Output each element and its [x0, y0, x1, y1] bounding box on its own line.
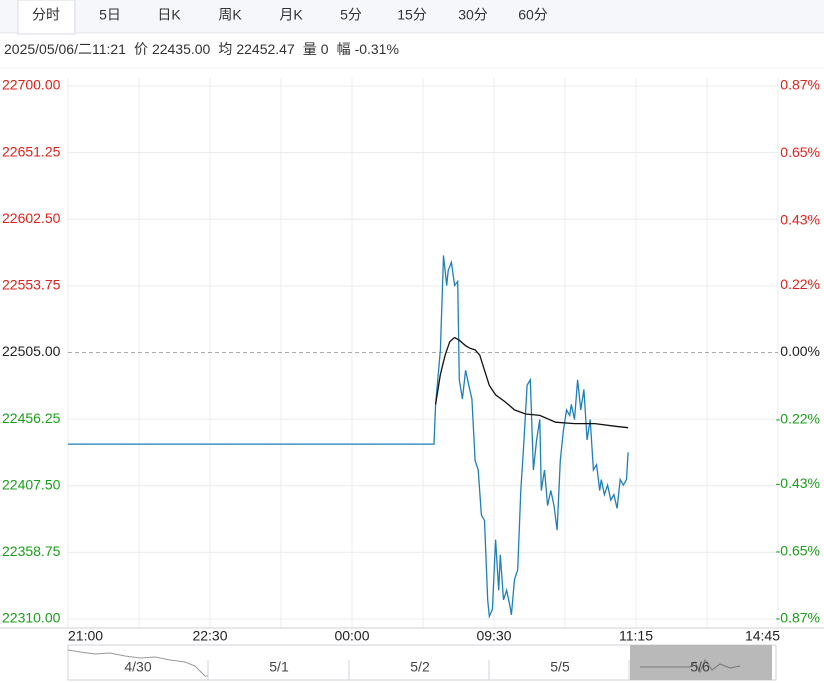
y-tick-label: 22553.75 — [2, 277, 61, 293]
info-line: 2025/05/06/二11:21 价 22435.00 均 22452.47 量 0 幅 -0… — [4, 41, 399, 57]
y-tick-label: 22358.75 — [2, 543, 61, 559]
navigator-label: 4/30 — [124, 659, 151, 675]
info-avg: 22452.47 — [236, 41, 295, 57]
y2-tick-label: -0.43% — [776, 475, 820, 491]
navigator-label: 5/2 — [410, 659, 430, 675]
x-tick-label: 00:00 — [334, 628, 369, 644]
info-volume: 0 — [321, 41, 329, 57]
x-tick-label: 09:30 — [476, 628, 511, 644]
series-line — [434, 336, 629, 429]
y-tick-label: 22651.25 — [2, 143, 61, 159]
navigator-sparkline — [67, 649, 208, 677]
y-tick-label: 22310.00 — [2, 610, 61, 626]
x-tick-label: 21:00 — [68, 628, 103, 644]
y-tick-label: 22700.00 — [2, 77, 61, 93]
series-line — [68, 255, 629, 619]
x-tick-label: 22:30 — [192, 628, 227, 644]
info-avg-label: 均 — [218, 41, 232, 57]
tab[interactable]: 60分 — [518, 7, 548, 23]
tab[interactable]: 分时 — [32, 7, 60, 23]
info-time: 2025/05/06/二11:21 — [4, 41, 126, 57]
info-price: 22435.00 — [152, 41, 211, 57]
y2-tick-label: 0.87% — [780, 77, 820, 93]
tab[interactable]: 5分 — [340, 7, 362, 23]
tab[interactable]: 30分 — [458, 7, 488, 23]
info-change-label: 幅 — [337, 41, 351, 57]
y-tick-label: 22456.25 — [2, 410, 61, 426]
y2-tick-label: -0.22% — [776, 411, 820, 427]
info-volume-label: 量 — [303, 41, 317, 57]
y2-tick-label: -0.65% — [776, 542, 820, 558]
tab[interactable]: 15分 — [397, 7, 427, 23]
navigator-sparkline — [640, 658, 741, 674]
navigator-label: 5/5 — [550, 659, 570, 675]
info-price-label: 价 — [134, 41, 148, 57]
navigator-window — [630, 645, 772, 680]
y-tick-label: 22407.50 — [2, 476, 61, 492]
x-tick-label: 14:45 — [745, 628, 780, 644]
y-tick-label: 22602.50 — [2, 210, 61, 226]
tab[interactable]: 日K — [157, 7, 181, 23]
info-change: -0.31% — [355, 41, 399, 57]
tab-bar — [0, 0, 824, 33]
tab[interactable]: 月K — [279, 7, 303, 23]
y2-tick-label: 0.00% — [780, 343, 820, 359]
tab-selected — [17, 0, 76, 35]
y2-tick-label: 0.43% — [780, 211, 820, 227]
y2-tick-label: 0.65% — [780, 144, 820, 160]
y-tick-label: 22505.00 — [2, 343, 61, 359]
x-tick-label: 11:15 — [619, 628, 653, 644]
tab[interactable]: 周K — [218, 7, 242, 23]
tab[interactable]: 5日 — [99, 7, 121, 23]
y2-tick-label: 0.22% — [780, 276, 820, 292]
navigator-label: 5/1 — [269, 659, 289, 675]
y2-tick-label: -0.87% — [776, 610, 820, 626]
navigator-label: 5/6 — [690, 659, 710, 675]
